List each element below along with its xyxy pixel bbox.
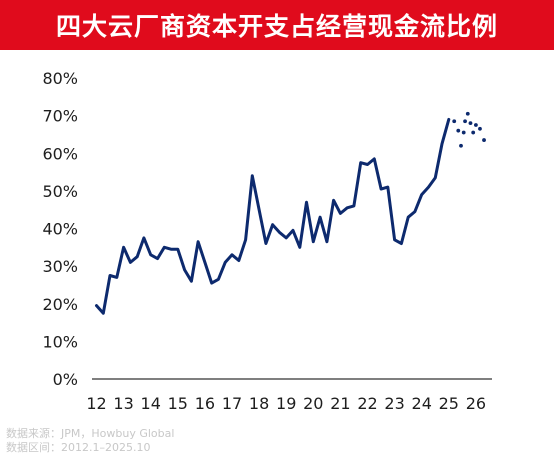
x-tick-label: 13 xyxy=(113,394,133,413)
y-tick-label: 60% xyxy=(42,144,78,163)
x-tick-label: 16 xyxy=(195,394,215,413)
x-tick-label: 21 xyxy=(330,394,350,413)
x-tick-label: 19 xyxy=(276,394,296,413)
y-tick-label: 80% xyxy=(42,69,78,88)
forecast-point xyxy=(474,123,478,127)
series-line xyxy=(97,119,449,313)
y-tick-label: 70% xyxy=(42,107,78,126)
x-tick-label: 25 xyxy=(439,394,459,413)
forecast-point xyxy=(482,138,486,142)
forecast-point xyxy=(478,127,482,131)
x-tick-label: 14 xyxy=(141,394,161,413)
forecast-point xyxy=(471,131,475,135)
x-tick-label: 26 xyxy=(466,394,486,413)
forecast-point xyxy=(452,119,456,123)
date-range-note: 数据区间：2012.1–2025.10 xyxy=(6,441,150,455)
source-note: 数据来源：JPM，Howbuy Global xyxy=(6,427,174,441)
y-tick-label: 30% xyxy=(42,257,78,276)
x-tick-label: 24 xyxy=(412,394,432,413)
forecast-point xyxy=(469,121,473,125)
x-tick-label: 17 xyxy=(222,394,242,413)
y-tick-label: 40% xyxy=(42,220,78,239)
x-tick-label: 22 xyxy=(357,394,377,413)
forecast-point xyxy=(463,119,467,123)
y-tick-label: 10% xyxy=(42,332,78,351)
x-tick-label: 23 xyxy=(384,394,404,413)
y-tick-label: 20% xyxy=(42,295,78,314)
forecast-point xyxy=(456,129,460,133)
forecast-point xyxy=(462,131,466,135)
x-tick-label: 15 xyxy=(168,394,188,413)
chart-title: 四大云厂商资本开支占经营现金流比例 xyxy=(0,0,554,50)
y-tick-label: 50% xyxy=(42,182,78,201)
series-group xyxy=(97,112,486,313)
x-axis-ticks: 12 13 14 15 16 17 18 19 20 21 22 23 24 25 26 xyxy=(86,394,486,413)
forecast-point xyxy=(459,144,463,148)
x-tick-label: 18 xyxy=(249,394,269,413)
x-tick-label: 12 xyxy=(86,394,106,413)
line-chart: 0%10%20%30%40%50%60%70%80% 12 13 14 15 16 17 1… xyxy=(0,50,554,430)
forecast-point xyxy=(466,112,470,116)
y-tick-label: 0% xyxy=(53,370,78,389)
x-tick-label: 20 xyxy=(303,394,323,413)
y-axis-ticks: 0% 10% 20% 30% 40% 50% 60% 70% 80% xyxy=(42,69,78,389)
